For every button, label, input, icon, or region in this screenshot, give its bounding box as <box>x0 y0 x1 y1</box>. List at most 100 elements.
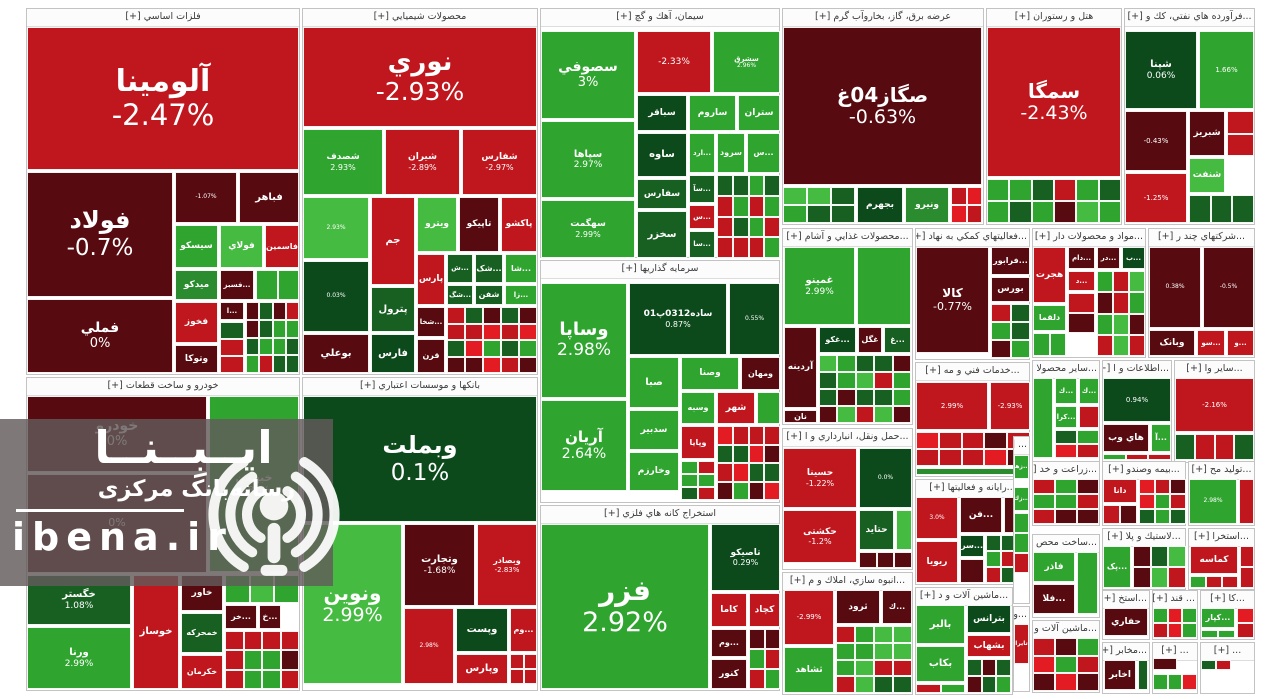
stock-tile-small[interactable] <box>681 487 698 500</box>
stock-tile-small[interactable] <box>1227 133 1254 156</box>
stock-tile-small[interactable] <box>764 237 780 258</box>
stock-tile-small[interactable] <box>938 432 962 449</box>
stock-tile[interactable] <box>857 247 911 325</box>
stock-tile-small[interactable] <box>855 355 875 372</box>
stock-tile-small[interactable] <box>894 552 912 568</box>
stock-tile-small[interactable] <box>1129 271 1145 293</box>
stock-tile-small[interactable] <box>819 389 838 406</box>
stock-tile-small[interactable] <box>855 389 875 406</box>
stock-tile-small[interactable] <box>764 481 780 500</box>
stock-tile-وبملت[interactable]: وبملت 0.1% <box>303 396 537 522</box>
stock-tile-small[interactable] <box>1201 660 1216 670</box>
sector-header-mokhaber[interactable]: ...مخابر [+] <box>1103 643 1149 661</box>
stock-tile-small[interactable] <box>783 187 807 205</box>
stock-tile-small[interactable] <box>465 340 483 357</box>
stock-tile-کاما[interactable]: کاما <box>711 593 747 627</box>
stock-tile-small[interactable] <box>1076 201 1099 223</box>
stock-tile-...کپار[interactable]: ...کپار <box>1201 608 1235 628</box>
stock-tile-...دام[interactable]: ...دام <box>1068 247 1095 269</box>
stock-tile-شفارس[interactable]: شفارس -2.97% <box>462 129 537 195</box>
stock-tile-فاذر[interactable]: فاذر <box>1033 552 1075 582</box>
stock-tile-small[interactable] <box>892 355 911 372</box>
stock-tile-small[interactable] <box>483 307 501 324</box>
stock-tile-small[interactable] <box>1113 334 1129 356</box>
stock-tile-small[interactable] <box>1010 340 1030 358</box>
sector-header-zeraat[interactable]: ...زراعت و خد [+] <box>1033 462 1099 480</box>
stock-tile-دلقما[interactable]: دلقما <box>1033 305 1066 331</box>
stock-tile-small[interactable] <box>1033 509 1055 524</box>
stock-tile-small[interactable] <box>246 355 260 373</box>
stock-tile-small[interactable] <box>764 669 780 689</box>
stock-tile-small[interactable] <box>1167 674 1183 690</box>
stock-tile-small[interactable] <box>243 631 262 651</box>
stock-tile-small[interactable] <box>961 449 985 466</box>
stock-tile-small[interactable] <box>256 270 278 300</box>
stock-tile[interactable] <box>1079 406 1099 428</box>
stock-tile-small[interactable] <box>1168 567 1186 588</box>
stock-tile-small[interactable] <box>1175 434 1195 460</box>
stock-tile-وسبه[interactable]: وسبه <box>681 392 715 424</box>
stock-tile-small[interactable] <box>1055 494 1077 509</box>
stock-tile-small[interactable] <box>1077 479 1099 494</box>
sector-header-bank[interactable]: بانكها و موسسات اعتباري [+] <box>303 378 537 396</box>
stock-tile-...فن[interactable]: ...فن <box>960 497 1002 533</box>
stock-tile-small[interactable] <box>1206 576 1222 588</box>
stock-tile-شنفت[interactable]: شنفت <box>1189 158 1225 193</box>
stock-tile-small[interactable] <box>1068 293 1095 313</box>
stock-tile-small[interactable] <box>285 302 299 320</box>
stock-tile-وتجارت[interactable]: وتجارت -1.68% <box>404 524 475 606</box>
stock-tile-small[interactable] <box>1055 444 1077 458</box>
stock-tile-small[interactable] <box>893 642 912 660</box>
sector-header-lastik[interactable]: ...لاستيك و پلا [+] <box>1103 529 1185 547</box>
stock-tile-small[interactable] <box>807 205 831 223</box>
stock-tile-هجرت[interactable]: هجرت <box>1033 247 1066 303</box>
stock-tile-وساپا[interactable]: وساپا 2.98% <box>541 283 627 398</box>
sector-header-shimiaei[interactable]: محصولات شيميايي [+] <box>303 9 537 27</box>
stock-tile-small[interactable] <box>831 187 855 205</box>
stock-tile-small[interactable] <box>1014 533 1029 553</box>
stock-tile-small[interactable] <box>225 669 244 689</box>
stock-tile-حتاید[interactable]: حتاید <box>859 510 894 550</box>
stock-tile-small[interactable] <box>1055 509 1077 524</box>
stock-tile-پترول[interactable]: پترول <box>371 287 415 332</box>
stock-tile-small[interactable] <box>836 659 855 677</box>
stock-tile-small[interactable] <box>717 426 733 445</box>
stock-tile-small[interactable] <box>1139 479 1155 494</box>
stock-tile-فزر[interactable]: فزر 2.92% <box>541 524 709 689</box>
stock-tile-small[interactable] <box>447 356 465 373</box>
stock-tile-small[interactable] <box>1113 313 1129 335</box>
stock-tile-...س[interactable]: ...س <box>747 133 780 173</box>
stock-tile-شهر[interactable]: شهر <box>717 392 755 424</box>
stock-tile-small[interactable] <box>837 389 856 406</box>
stock-tile-سدبیر[interactable]: سدبیر <box>629 410 679 450</box>
stock-tile-کچاد[interactable]: کچاد <box>749 593 780 627</box>
sector-header-khodro[interactable]: خودرو و ساخت قطعات [+] <box>27 378 299 396</box>
sector-header-strip1[interactable]: ... [+] <box>1014 437 1029 455</box>
stock-tile-کالا[interactable]: کالا -0.77% <box>916 247 989 353</box>
stock-tile-ویترو[interactable]: ویترو <box>417 197 457 252</box>
stock-tile[interactable] <box>1138 660 1148 690</box>
stock-tile-small[interactable] <box>1201 630 1218 638</box>
stock-tile-small[interactable] <box>819 406 838 423</box>
stock-tile-small[interactable] <box>836 642 855 660</box>
stock-tile-نوري[interactable]: نوري -2.93% <box>303 27 537 127</box>
stock-tile[interactable]: 1.66% <box>1199 31 1254 109</box>
stock-tile[interactable]: 0.03% <box>303 261 369 332</box>
sector-header-ettelaat[interactable]: ...اطلاعات و ا [+] <box>1103 361 1171 379</box>
stock-tile-ثرود[interactable]: ثرود <box>836 590 880 624</box>
stock-tile-small[interactable] <box>501 356 519 373</box>
stock-tile-small[interactable] <box>1133 546 1151 567</box>
stock-tile-ورنا[interactable]: ورنا 2.99% <box>27 627 131 689</box>
stock-tile-small[interactable] <box>1154 479 1171 494</box>
stock-tile-...ب[interactable]: ...ب <box>1122 247 1145 269</box>
stock-tile-small[interactable] <box>893 676 912 693</box>
stock-tile-small[interactable] <box>1054 201 1077 223</box>
stock-tile-small[interactable] <box>717 237 733 258</box>
stock-tile-small[interactable] <box>1170 479 1186 494</box>
stock-tile-غمینو[interactable]: غمینو 2.99% <box>784 247 855 325</box>
stock-tile-small[interactable] <box>698 461 715 474</box>
stock-tile-small[interactable] <box>285 337 299 356</box>
stock-tile-small[interactable] <box>1150 567 1169 588</box>
stock-tile-small[interactable] <box>259 337 273 356</box>
stock-tile-small[interactable] <box>874 389 893 406</box>
